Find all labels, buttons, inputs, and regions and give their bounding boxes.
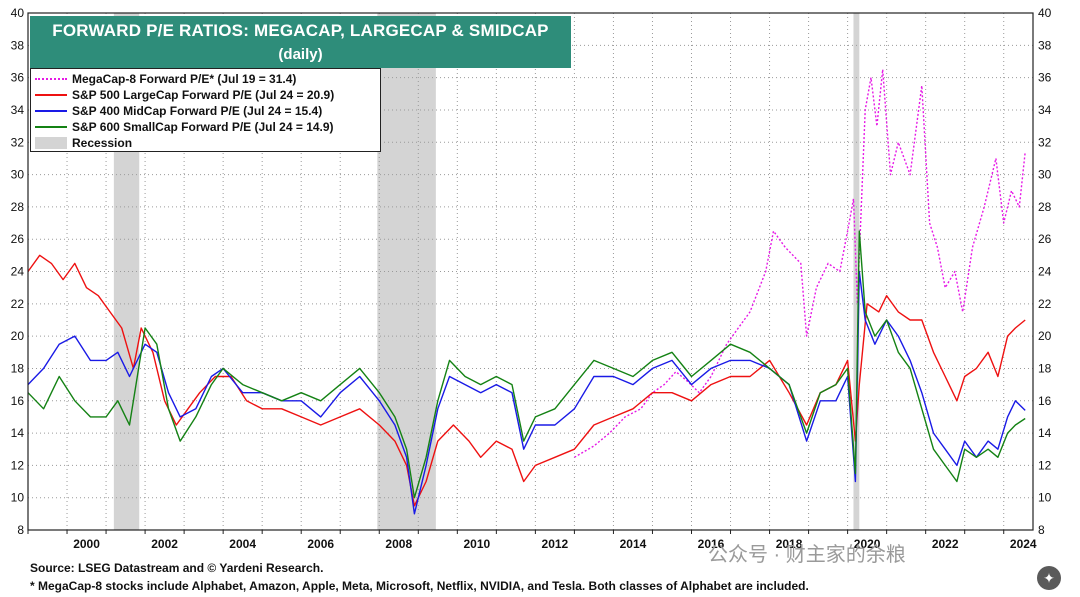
y-tick-label-right: 30: [1038, 168, 1052, 182]
y-tick-label-left: 34: [11, 103, 25, 117]
x-tick-label: 2020: [854, 537, 881, 551]
y-tick-label-left: 32: [11, 135, 25, 149]
series-line-sp: [27, 254, 1026, 507]
chart-title-box: FORWARD P/E RATIOS: MEGACAP, LARGECAP & …: [30, 16, 571, 68]
legend-label: Recession: [72, 135, 133, 150]
y-tick-label-left: 26: [11, 232, 25, 246]
y-tick-label-right: 38: [1038, 38, 1052, 52]
legend-swatch: [35, 125, 67, 128]
x-tick-label: 2024: [1010, 537, 1037, 551]
y-tick-label-left: 30: [11, 168, 25, 182]
y-tick-label-left: 18: [11, 361, 25, 375]
y-tick-label-right: 14: [1038, 426, 1052, 440]
legend-swatch: [35, 136, 67, 149]
y-tick-label-right: 12: [1038, 458, 1052, 472]
legend-item-largecap: S&P 500 LargeCap Forward P/E (Jul 24 = 2…: [35, 86, 334, 103]
y-tick-label-left: 8: [17, 523, 24, 537]
y-tick-label-right: 32: [1038, 135, 1052, 149]
x-tick-label: 2016: [698, 537, 725, 551]
y-tick-label-right: 22: [1038, 297, 1052, 311]
x-tick-label: 2022: [932, 537, 959, 551]
chart-title: FORWARD P/E RATIOS: MEGACAP, LARGECAP & …: [52, 21, 549, 40]
y-tick-label-right: 28: [1038, 200, 1052, 214]
y-tick-label-right: 36: [1038, 71, 1052, 85]
chart-legend: MegaCap-8 Forward P/E* (Jul 19 = 31.4) S…: [30, 68, 381, 152]
source-note: Source: LSEG Datastream and © Yardeni Re…: [30, 561, 324, 575]
x-tick-label: 2014: [620, 537, 647, 551]
x-tick-label: 2010: [463, 537, 490, 551]
y-tick-label-left: 24: [11, 265, 25, 279]
sparkle-icon[interactable]: ✦: [1037, 566, 1061, 590]
legend-item-recession: Recession: [35, 134, 132, 151]
legend-label: MegaCap-8 Forward P/E* (Jul 19 = 31.4): [72, 71, 297, 86]
legend-swatch: [35, 93, 67, 96]
chart-subtitle: (daily): [278, 46, 323, 63]
y-tick-label-right: 40: [1038, 6, 1052, 20]
legend-item-midcap: S&P 400 MidCap Forward P/E (Jul 24 = 15.…: [35, 102, 322, 119]
y-tick-label-right: 10: [1038, 491, 1052, 505]
y-tick-label-left: 22: [11, 297, 25, 311]
legend-item-smallcap: S&P 600 SmallCap Forward P/E (Jul 24 = 1…: [35, 118, 334, 135]
x-tick-label: 2006: [307, 537, 334, 551]
y-tick-label-right: 18: [1038, 361, 1052, 375]
series-line-megacap8: [574, 68, 1026, 458]
y-tick-label-left: 10: [11, 491, 25, 505]
x-tick-label: 2018: [776, 537, 803, 551]
y-tick-label-right: 34: [1038, 103, 1052, 117]
y-tick-label-right: 20: [1038, 329, 1052, 343]
legend-item-megacap: MegaCap-8 Forward P/E* (Jul 19 = 31.4): [35, 70, 296, 87]
x-tick-label: 2002: [151, 537, 178, 551]
legend-swatch: [35, 77, 67, 80]
x-tick-label: 2000: [73, 537, 100, 551]
y-tick-label-right: 16: [1038, 394, 1052, 408]
x-tick-label: 2008: [385, 537, 412, 551]
y-tick-label-right: 26: [1038, 232, 1052, 246]
recession-band: [377, 13, 436, 530]
y-tick-label-left: 38: [11, 38, 25, 52]
y-tick-label-left: 16: [11, 394, 25, 408]
y-tick-label-left: 12: [11, 458, 25, 472]
y-tick-label-right: 24: [1038, 265, 1052, 279]
footnote: * MegaCap-8 stocks include Alphabet, Ama…: [30, 579, 809, 593]
x-tick-label: 2004: [229, 537, 256, 551]
legend-label: S&P 600 SmallCap Forward P/E (Jul 24 = 1…: [72, 119, 334, 134]
y-tick-label-left: 14: [11, 426, 25, 440]
y-tick-label-left: 40: [11, 6, 25, 20]
y-tick-label-right: 8: [1038, 523, 1045, 537]
series-line-sp: [27, 230, 1026, 499]
series-line-sp: [27, 270, 1026, 515]
watermark-text: 公众号 · 财主家的余粮: [708, 544, 906, 566]
y-tick-label-left: 28: [11, 200, 25, 214]
y-tick-label-left: 20: [11, 329, 25, 343]
legend-swatch: [35, 109, 67, 112]
legend-label: S&P 500 LargeCap Forward P/E (Jul 24 = 2…: [72, 87, 335, 102]
y-tick-label-left: 36: [11, 71, 25, 85]
plot-frame: [27, 12, 1034, 531]
legend-label: S&P 400 MidCap Forward P/E (Jul 24 = 15.…: [72, 103, 323, 118]
x-tick-label: 2012: [542, 537, 569, 551]
